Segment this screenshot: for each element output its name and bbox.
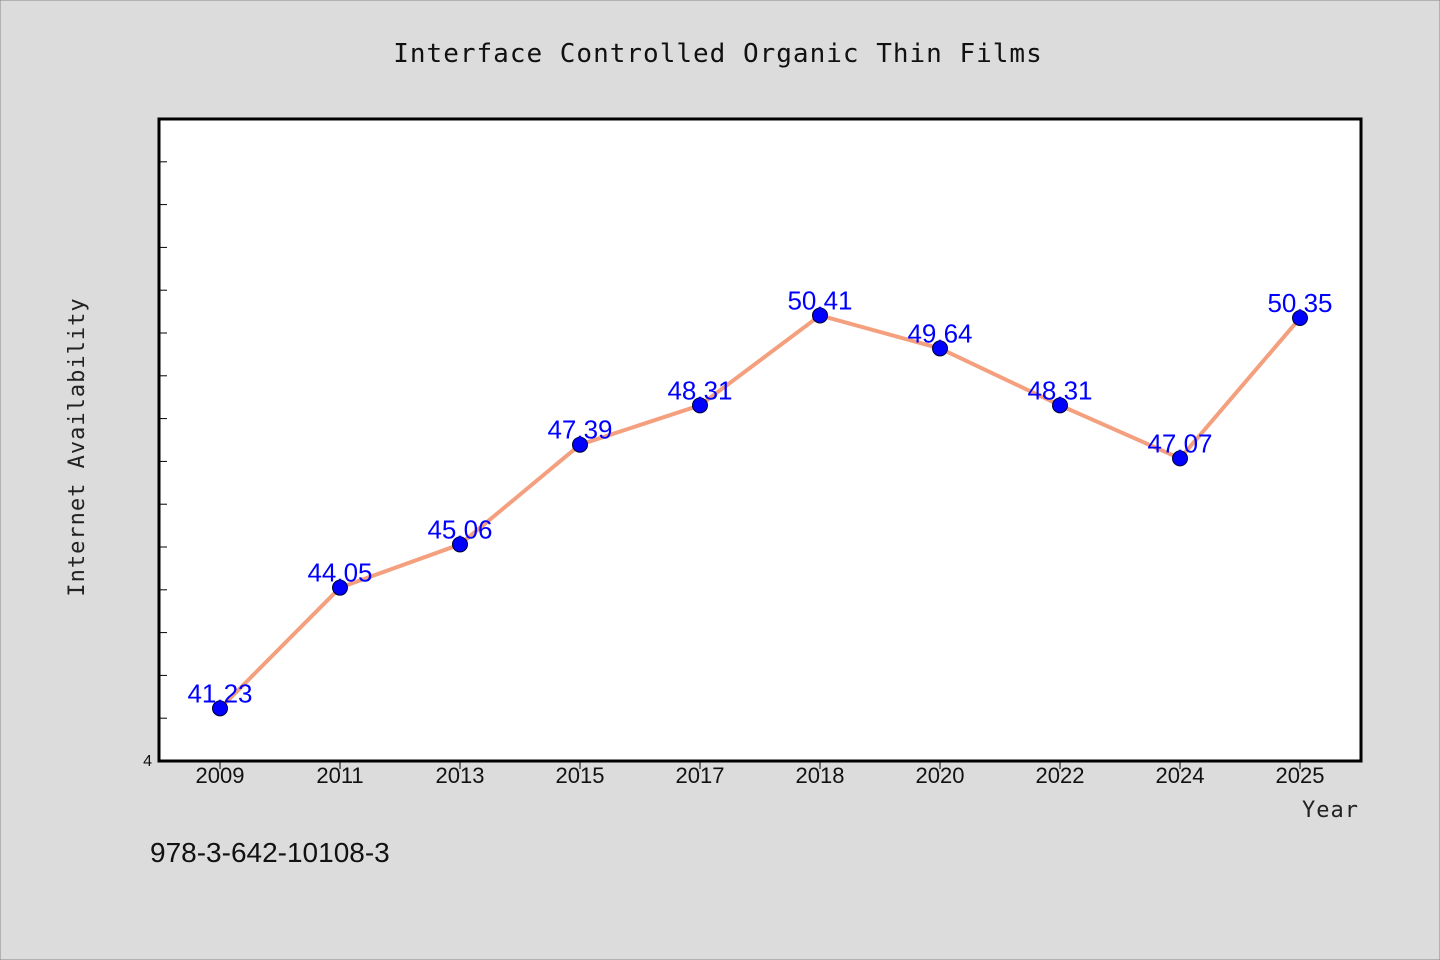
data-label: 48.31 bbox=[1027, 375, 1092, 405]
x-tick-label: 2022 bbox=[1036, 763, 1085, 788]
x-tick-label: 2013 bbox=[436, 763, 485, 788]
data-point-marker bbox=[1172, 450, 1188, 467]
data-label: 44.05 bbox=[307, 558, 372, 588]
data-point-marker bbox=[452, 536, 468, 553]
data-label: 49.64 bbox=[907, 318, 972, 348]
x-tick-label: 2015 bbox=[556, 763, 605, 788]
data-point-marker bbox=[932, 340, 948, 357]
y-axis-label: Internet Availability bbox=[65, 297, 90, 596]
data-label: 45.06 bbox=[427, 514, 492, 544]
y-tick-label: 4 bbox=[143, 753, 152, 770]
x-tick-label: 2024 bbox=[1156, 763, 1205, 788]
data-label: 50.35 bbox=[1267, 288, 1332, 318]
data-point-marker bbox=[812, 307, 828, 324]
isbn-text: 978-3-642-10108-3 bbox=[150, 837, 390, 868]
x-tick-label: 2025 bbox=[1276, 763, 1325, 788]
series-layer: 41.23 44.05 45.06 47.39 48.31 50.41 49.64 48.31… bbox=[187, 285, 1333, 717]
x-tick-label: 2009 bbox=[196, 763, 245, 788]
data-label: 41.23 bbox=[187, 678, 252, 708]
data-point-marker bbox=[1052, 397, 1068, 414]
series-line bbox=[218, 313, 1302, 711]
data-label: 50.41 bbox=[787, 285, 852, 315]
data-label: 47.39 bbox=[547, 415, 612, 445]
data-label: 48.31 bbox=[667, 375, 732, 405]
x-tick-label: 2017 bbox=[676, 763, 725, 788]
data-point-marker bbox=[332, 579, 348, 596]
data-point-marker bbox=[212, 700, 228, 717]
plot-area bbox=[157, 117, 1363, 763]
data-label: 47.07 bbox=[1147, 428, 1212, 458]
data-point-marker bbox=[692, 397, 708, 414]
y-axis-ticks bbox=[159, 161, 167, 719]
data-point-marker bbox=[572, 436, 588, 453]
x-tick-label: 2020 bbox=[916, 763, 965, 788]
chart-title: Interface Controlled Organic Thin Films bbox=[393, 39, 1042, 69]
x-axis-label: Year bbox=[1302, 798, 1359, 823]
x-tick-label: 2018 bbox=[796, 763, 845, 788]
data-point-marker bbox=[1292, 310, 1308, 327]
x-tick-label: 2011 bbox=[316, 763, 363, 788]
x-axis-ticks: 2009 2011 2013 2015 2017 2018 2020 2022 2024 2025 bbox=[196, 761, 1325, 788]
